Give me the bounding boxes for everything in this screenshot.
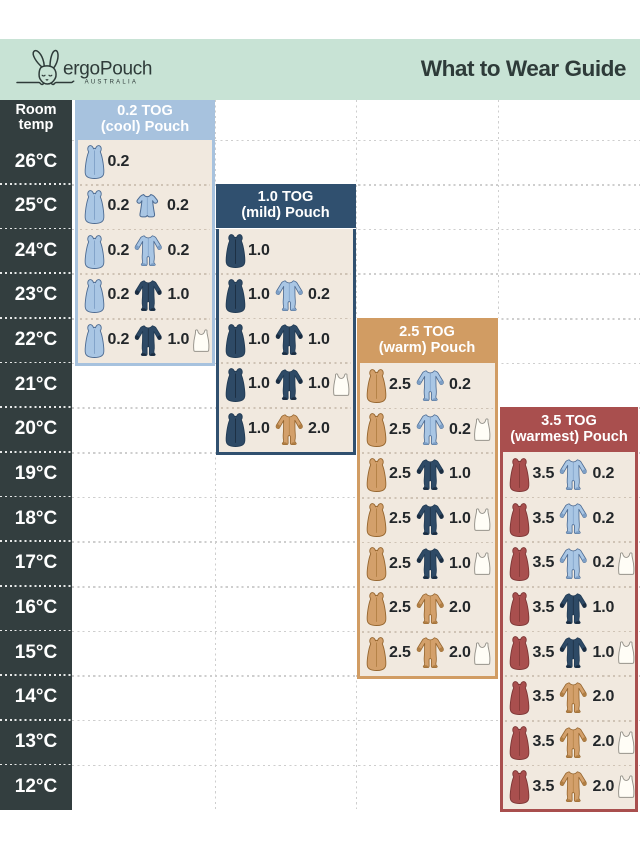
svg-text:AUSTRALIA: AUSTRALIA <box>85 80 139 86</box>
svg-text:ergoPouch: ergoPouch <box>63 58 152 79</box>
